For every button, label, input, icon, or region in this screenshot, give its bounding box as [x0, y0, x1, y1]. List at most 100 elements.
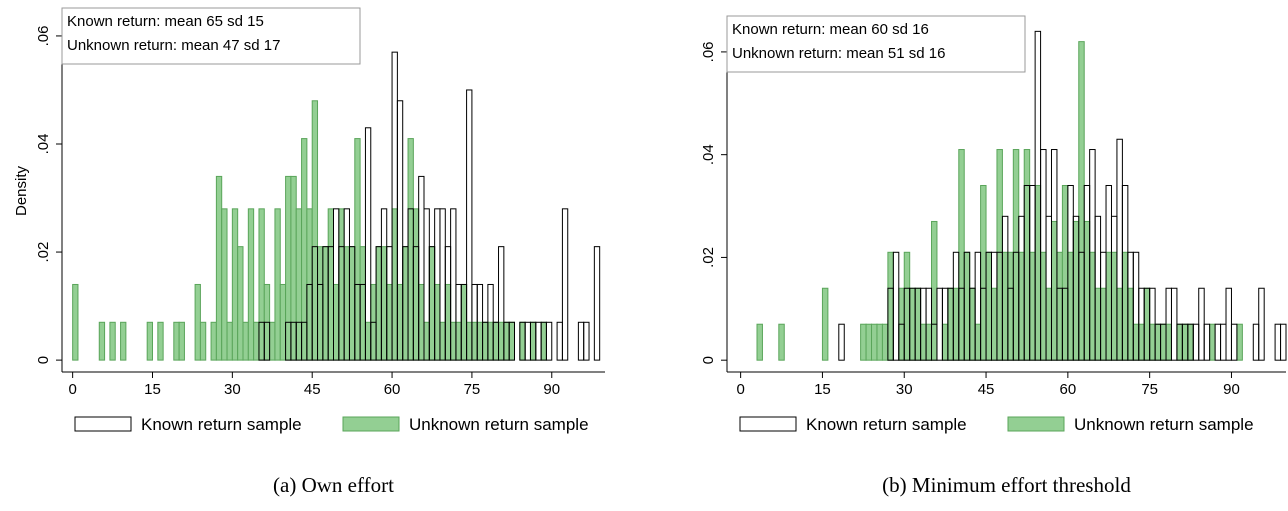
bar	[931, 220, 938, 361]
bar	[1067, 251, 1074, 361]
bar	[455, 321, 462, 361]
bar	[1181, 323, 1189, 361]
chart: 0 .02 .04 .06 0 15 30 45 60 75 90 Known return: mea…	[700, 15, 1287, 497]
bar	[263, 321, 271, 361]
bar	[380, 246, 388, 361]
bar	[178, 321, 185, 361]
bar	[969, 287, 976, 361]
bar	[756, 323, 763, 361]
bar	[1034, 184, 1042, 361]
y-axis-label: Density	[13, 165, 30, 216]
bar	[1236, 323, 1243, 361]
bar	[524, 321, 531, 361]
bar	[1280, 323, 1287, 361]
bar	[471, 321, 478, 361]
bar	[909, 287, 916, 361]
bar	[958, 149, 965, 361]
bar	[146, 321, 153, 361]
bar	[1274, 323, 1282, 361]
bar	[258, 208, 265, 361]
bar	[407, 138, 414, 361]
annotation: Known return: mean 60 sd 16	[732, 21, 929, 38]
bar	[466, 89, 473, 361]
bar	[1018, 251, 1025, 361]
bar	[985, 251, 993, 361]
legend-swatch	[1007, 416, 1065, 432]
bar	[871, 323, 878, 361]
bar	[226, 321, 233, 361]
bar	[865, 323, 873, 361]
bar	[237, 246, 244, 361]
bar	[194, 283, 201, 361]
bar	[778, 323, 785, 361]
bar	[274, 208, 281, 361]
bar	[1072, 220, 1080, 361]
bar	[1061, 184, 1069, 361]
bar	[1132, 323, 1140, 361]
bar	[1220, 323, 1227, 361]
bar	[925, 323, 933, 361]
x-tick-label: 90	[543, 381, 560, 398]
bar	[1056, 251, 1063, 361]
caption: (b) Minimum effort threshold	[882, 473, 1131, 497]
bar	[1230, 323, 1238, 361]
y-tick-label: .02	[35, 242, 52, 263]
bar	[396, 283, 404, 361]
bar	[285, 175, 292, 361]
bar	[428, 246, 436, 361]
bar	[881, 323, 889, 361]
bar	[974, 323, 982, 361]
bar	[1105, 251, 1112, 361]
bar	[199, 321, 207, 361]
annotation: Known return: mean 65 sd 15	[67, 13, 264, 30]
bar	[1012, 149, 1020, 361]
bar	[540, 321, 547, 361]
bar	[914, 287, 922, 361]
bar	[295, 208, 303, 361]
bar	[996, 149, 1003, 361]
bar	[1170, 287, 1178, 361]
bar	[375, 246, 382, 361]
bar	[279, 283, 287, 361]
bar	[322, 246, 329, 361]
legend-swatch	[739, 416, 797, 432]
bar	[269, 321, 276, 361]
bar	[396, 100, 404, 361]
y-tick-label: .02	[700, 247, 717, 268]
bar	[1138, 323, 1145, 361]
bar	[1209, 323, 1216, 361]
x-tick-label: 90	[1223, 381, 1240, 398]
bar	[947, 287, 954, 361]
legend-label: Known return sample	[141, 415, 302, 434]
bar	[460, 283, 468, 361]
bar	[1225, 287, 1232, 361]
bar	[1116, 287, 1123, 361]
legend-swatch	[342, 416, 400, 432]
bar	[290, 175, 297, 361]
bar	[466, 321, 473, 361]
y-tick-label: .04	[700, 144, 717, 165]
annotation-box	[726, 15, 1026, 73]
bar	[1198, 287, 1205, 361]
bar	[1165, 323, 1172, 361]
x-tick-label: 45	[978, 381, 995, 398]
bar	[343, 246, 350, 361]
bar	[1214, 323, 1222, 361]
bar	[402, 246, 409, 361]
bar	[821, 287, 829, 361]
bar	[354, 138, 361, 361]
bar	[72, 283, 79, 361]
bar	[963, 251, 971, 361]
bar	[1258, 287, 1265, 361]
bar	[936, 287, 943, 361]
bar	[887, 251, 894, 361]
y-tick-label: 0	[700, 356, 717, 364]
bar	[210, 321, 217, 361]
bar	[157, 321, 164, 361]
x-tick-label: 75	[464, 381, 481, 398]
bar	[1154, 323, 1162, 361]
bar	[892, 251, 900, 361]
bar	[556, 321, 563, 361]
bar	[109, 321, 116, 361]
bar	[434, 283, 441, 361]
